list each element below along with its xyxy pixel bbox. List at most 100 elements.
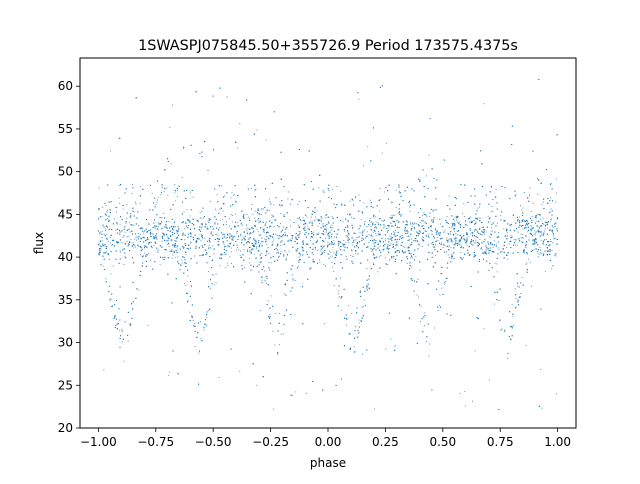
scatter-point [249,218,250,220]
scatter-point [456,221,458,223]
scatter-point [544,250,546,252]
scatter-point [416,240,418,242]
scatter-point [353,351,355,353]
scatter-point [347,231,349,233]
scatter-point [375,257,377,258]
scatter-point [493,240,495,242]
scatter-point [125,222,127,224]
scatter-point [370,234,372,236]
scatter-point [316,210,318,212]
scatter-point [450,247,452,249]
scatter-point [540,369,542,370]
scatter-point [347,213,349,215]
scatter-point [510,234,512,236]
scatter-point [206,253,208,254]
scatter-point [287,198,289,200]
scatter-point [555,192,557,194]
scatter-point [119,251,121,253]
scatter-point [160,194,162,196]
scatter-point [150,259,151,261]
scatter-point [256,248,258,250]
scatter-point [536,220,538,222]
scatter-point [540,183,542,185]
scatter-point [351,312,353,314]
scatter-point [258,264,260,266]
scatter-point [320,248,322,250]
scatter-point [263,232,265,234]
scatter-point [501,250,503,252]
scatter-point [325,217,327,219]
scatter-point [181,262,183,264]
scatter-point [419,179,421,181]
scatter-point [151,236,153,238]
scatter-point [397,212,399,214]
scatter-point [139,202,141,204]
scatter-point [265,233,267,235]
scatter-point [235,213,236,215]
scatter-point [237,222,239,224]
scatter-point [340,190,342,192]
scatter-point [226,240,228,242]
scatter-point [206,226,208,228]
scatter-point [369,218,371,220]
scatter-point [276,252,278,254]
scatter-point [221,185,223,187]
scatter-point [157,225,159,227]
scatter-point [307,225,308,227]
scatter-point [279,255,281,257]
scatter-point [247,227,249,229]
scatter-point [230,251,232,253]
scatter-point [167,239,169,241]
scatter-point [371,250,373,252]
scatter-point [410,221,412,223]
scatter-point [306,216,308,218]
scatter-point [380,254,382,256]
scatter-point [362,165,364,167]
scatter-point [273,226,275,228]
scatter-point [273,239,275,241]
scatter-point [297,265,299,267]
scatter-point [174,184,176,185]
scatter-point [440,218,442,220]
scatter-point [536,251,538,253]
scatter-point [358,98,360,100]
scatter-point [295,391,297,393]
scatter-point [542,233,544,235]
scatter-point [277,353,279,355]
scatter-point [530,211,532,212]
scatter-point [479,238,481,240]
scatter-point [284,232,286,233]
scatter-point [481,226,483,228]
scatter-point [438,233,439,235]
scatter-point [346,224,348,226]
scatter-point [368,241,370,243]
scatter-point [201,222,203,224]
scatter-point [261,253,263,255]
scatter-point [201,227,202,229]
scatter-point [526,243,528,245]
scatter-point [183,228,185,230]
scatter-point [111,244,113,246]
scatter-point [268,253,270,255]
scatter-point [130,215,132,217]
scatter-point [487,215,489,217]
scatter-point [353,240,355,242]
scatter-point [307,243,309,245]
scatter-point [137,211,139,213]
scatter-point [157,229,159,231]
scatter-point [545,250,547,252]
scatter-point [516,285,518,287]
scatter-point [190,285,192,286]
scatter-point [266,253,268,255]
scatter-point [494,262,496,264]
scatter-point [542,242,544,244]
scatter-point [537,225,539,227]
scatter-point [334,242,336,244]
scatter-point [419,269,421,271]
scatter-point [133,211,135,213]
scatter-point [449,237,451,239]
scatter-point [295,243,297,245]
scatter-point [481,231,483,233]
scatter-point [186,209,188,210]
scatter-point [507,232,509,234]
